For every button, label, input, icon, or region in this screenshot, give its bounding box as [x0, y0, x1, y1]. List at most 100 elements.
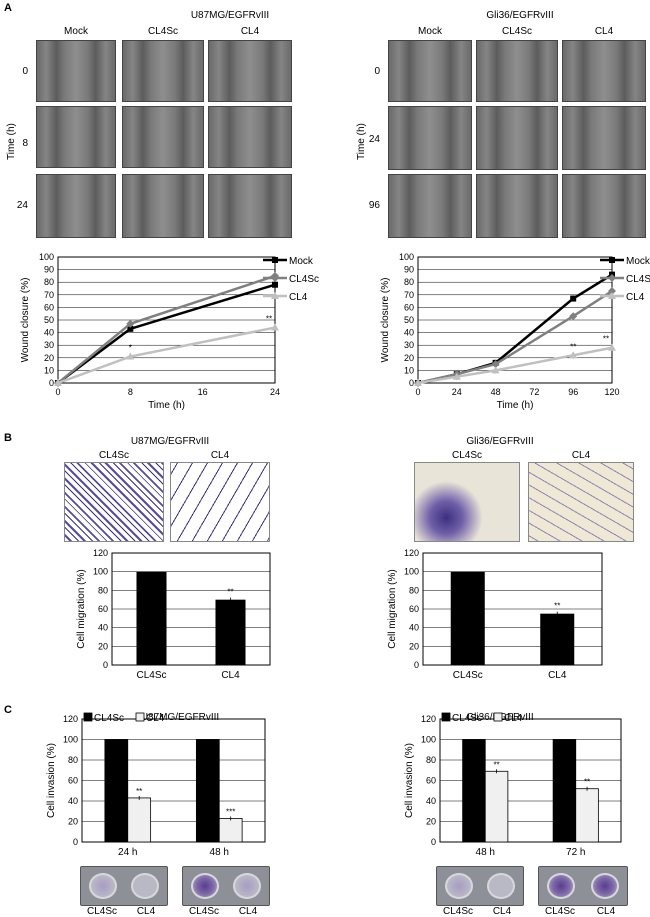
- micrograph-a-left-cl4-24: [208, 174, 292, 238]
- xtick-A-left-3: 24: [270, 387, 280, 397]
- ylabel-A-left: Wound closure (%): [20, 278, 31, 363]
- ylabel-C-right: Cell invasion (%): [404, 743, 415, 818]
- well-label-c-right-1: CL4: [492, 906, 512, 917]
- panel-a-left-col-cl4: CL4: [240, 26, 260, 37]
- ytick-C-left-2: 40: [68, 796, 78, 806]
- xtick-B-right-1: CL4: [548, 670, 567, 681]
- legend-marker-A-right-CL4: [608, 292, 616, 299]
- bar-C-left-CL4-48 h: [218, 818, 243, 843]
- bar-C-left-CL4-24 h: [127, 797, 152, 843]
- ytick-B-left-2: 40: [98, 623, 108, 633]
- significance-C-left-1: ***: [226, 807, 235, 816]
- bar-C-right-CL4Sc-48 h: [462, 739, 486, 843]
- ytick-C-right-1: 20: [426, 817, 436, 827]
- xtick-C-right-0: 48 h: [476, 847, 495, 858]
- xtick-C-right-1: 72 h: [566, 847, 585, 858]
- legend-marker-A-left-Mock: [272, 257, 278, 263]
- ytick-A-right-7: 70: [404, 290, 414, 300]
- well-c-right-72h-cl4: [591, 873, 619, 899]
- xtick-B-left-1: CL4: [221, 670, 240, 681]
- ytick-B-left-1: 20: [98, 641, 108, 651]
- marker-A-right-CL4-3: [569, 351, 578, 359]
- xtick-A-right-0: 0: [415, 387, 420, 397]
- legend-label-C-right-CL4: CL4: [504, 713, 523, 724]
- ytick-C-right-6: 120: [421, 714, 436, 724]
- panel-a-left-col-mock: Mock: [64, 26, 88, 37]
- xtick-A-left-1: 8: [128, 387, 133, 397]
- ylabel-C-left: Cell invasion (%): [46, 743, 57, 818]
- ytick-A-right-10: 100: [399, 252, 414, 262]
- ytick-B-right-1: 20: [409, 641, 419, 651]
- panel-c-left-title: U87MG/EGFRvIII: [140, 712, 220, 723]
- panel-a-left-row-1: 8: [22, 138, 28, 149]
- well-c-right-48h-cl4sc: [445, 873, 473, 899]
- micrograph-a-left-cl4sc-0: [122, 40, 204, 102]
- well-label-c-left-2: CL4Sc: [188, 906, 219, 917]
- micrograph-a-right-mock-0: [388, 40, 472, 102]
- marker-A-left-CL4Sc-1: [126, 319, 135, 328]
- well-c-right-72h-cl4sc: [547, 873, 575, 899]
- ytick-A-right-5: 50: [404, 315, 414, 325]
- xtick-A-right-1: 24: [452, 387, 462, 397]
- ytick-B-right-5: 100: [404, 567, 419, 577]
- ytick-C-right-5: 100: [421, 735, 436, 745]
- ytick-A-left-4: 40: [44, 328, 54, 338]
- well-label-c-left-3: CL4: [238, 906, 258, 917]
- ylabel-A-right: Wound closure (%): [380, 278, 391, 363]
- significance-B-right-0: **: [554, 602, 560, 611]
- wells-c-left-24h: [80, 866, 168, 906]
- panel-a-left-row-2: 24: [16, 200, 28, 211]
- xtick-C-left-0: 24 h: [118, 847, 137, 858]
- panel-a-right-col-cl4: CL4: [594, 26, 614, 37]
- micrograph-a-left-mock-24: [36, 174, 116, 238]
- legend-label-A-left-Mock: Mock: [289, 256, 314, 267]
- legend-marker-A-left-CL4: [271, 292, 279, 299]
- panel-label-c: C: [4, 704, 12, 716]
- legend-swatch-C-right-CL4: [493, 712, 503, 722]
- legend-swatch-C-right-CL4Sc: [441, 712, 451, 722]
- micrograph-a-left-mock-8: [36, 106, 116, 168]
- ytick-A-left-0: 0: [49, 378, 54, 388]
- micrograph-a-right-mock-24: [388, 106, 472, 170]
- xtick-A-right-5: 120: [604, 387, 619, 397]
- legend-label-A-right-CL4: CL4: [626, 292, 645, 303]
- significance-C-right-0: **: [493, 760, 499, 769]
- marker-A-right-Mock-3: [570, 295, 577, 302]
- micrograph-a-left-cl4-0: [208, 40, 292, 102]
- marker-A-right-CL4Sc-4: [608, 287, 616, 296]
- ytick-A-left-6: 60: [44, 302, 54, 312]
- panel-a-left-col-cl4sc: CL4Sc: [147, 26, 178, 37]
- ytick-A-right-6: 60: [404, 302, 414, 312]
- micrograph-a-right-cl4sc-96: [476, 174, 558, 238]
- bar-C-right-CL4-48 h: [484, 770, 509, 843]
- ytick-C-left-6: 120: [63, 714, 78, 724]
- legend-label-C-left-CL4Sc: CL4Sc: [94, 713, 124, 724]
- panel-b-right-col-cl4: CL4: [571, 450, 591, 461]
- well-label-c-right-0: CL4Sc: [442, 906, 473, 917]
- marker-A-left-Mock-1: [127, 325, 134, 332]
- panel-label-a: A: [4, 2, 12, 14]
- bar-B-left-CL4Sc: [136, 571, 167, 665]
- ytick-C-left-3: 60: [68, 776, 78, 786]
- ytick-C-left-4: 80: [68, 755, 78, 765]
- ytick-C-right-2: 40: [426, 796, 436, 806]
- marker-A-right-CL4-2: [491, 366, 500, 374]
- ytick-B-left-4: 80: [98, 585, 108, 595]
- ytick-A-left-3: 30: [44, 340, 54, 350]
- well-label-c-left-0: CL4Sc: [86, 906, 117, 917]
- ytick-B-left-3: 60: [98, 604, 108, 614]
- ytick-A-right-3: 30: [404, 340, 414, 350]
- transwell-b-left-cl4: [170, 462, 270, 542]
- legend-label-A-right-CL4Sc: CL4Sc: [626, 274, 650, 285]
- ytick-B-right-3: 60: [409, 604, 419, 614]
- legend-label-C-right-CL4Sc: CL4Sc: [452, 713, 482, 724]
- bar-C-left-CL4Sc-48 h: [195, 739, 220, 843]
- well-c-left-24h-cl4: [131, 873, 159, 899]
- ytick-C-left-0: 0: [73, 837, 78, 847]
- significance-C-right-1: **: [584, 778, 590, 787]
- legend-marker-A-right-Mock: [609, 257, 615, 263]
- panel-label-b: B: [4, 432, 12, 444]
- ylabel-B-right: Cell migration (%): [387, 569, 398, 648]
- well-label-c-right-2: CL4Sc: [544, 906, 575, 917]
